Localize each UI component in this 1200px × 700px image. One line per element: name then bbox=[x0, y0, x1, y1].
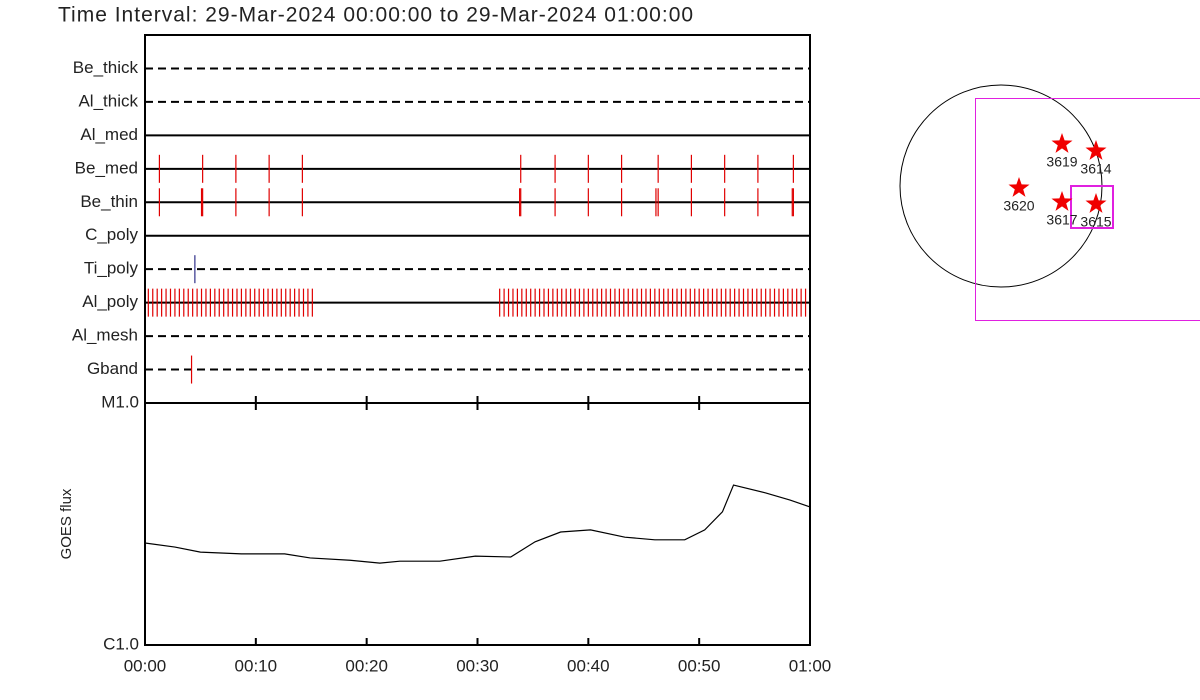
region-star bbox=[1085, 140, 1107, 160]
region-label: 3614 bbox=[1080, 161, 1111, 177]
region-star bbox=[1008, 177, 1030, 197]
x-tick-label: 00:30 bbox=[456, 656, 499, 675]
row-label: Be_thick bbox=[73, 58, 139, 77]
x-tick-label: 00:20 bbox=[345, 656, 388, 675]
row-label: C_poly bbox=[85, 225, 138, 244]
row-label: Be_med bbox=[75, 158, 138, 177]
region-label: 3619 bbox=[1046, 154, 1077, 170]
row-label: Al_med bbox=[80, 125, 138, 144]
row-label: Al_mesh bbox=[72, 326, 138, 345]
x-tick-label: 01:00 bbox=[789, 656, 832, 675]
row-label: Al_thick bbox=[78, 91, 138, 110]
row-label: Be_thin bbox=[80, 192, 138, 211]
y-tick-label: M1.0 bbox=[101, 392, 139, 411]
fov-box bbox=[975, 98, 1200, 321]
row-label: Gband bbox=[87, 359, 138, 378]
title: Time Interval: 29-Mar-2024 00:00:00 to 2… bbox=[58, 4, 694, 27]
y-tick-label: C1.0 bbox=[103, 634, 139, 653]
x-tick-label: 00:40 bbox=[567, 656, 610, 675]
region-label: 3620 bbox=[1003, 198, 1034, 214]
region-label: 3615 bbox=[1080, 214, 1111, 230]
region-label: 3617 bbox=[1046, 212, 1077, 228]
x-tick-label: 00:50 bbox=[678, 656, 721, 675]
target-box bbox=[1070, 185, 1114, 229]
y-axis-label: GOES flux bbox=[58, 488, 75, 559]
panel-frame bbox=[144, 34, 811, 404]
x-tick-label: 00:00 bbox=[124, 656, 167, 675]
x-tick-label: 00:10 bbox=[235, 656, 278, 675]
row-label: Ti_poly bbox=[84, 259, 139, 278]
context-map bbox=[899, 84, 1200, 321]
region-star bbox=[1051, 133, 1073, 153]
goes-curve bbox=[144, 484, 811, 564]
region-star bbox=[1051, 191, 1073, 211]
row-label: Al_poly bbox=[82, 292, 138, 311]
region-star bbox=[1085, 193, 1107, 213]
